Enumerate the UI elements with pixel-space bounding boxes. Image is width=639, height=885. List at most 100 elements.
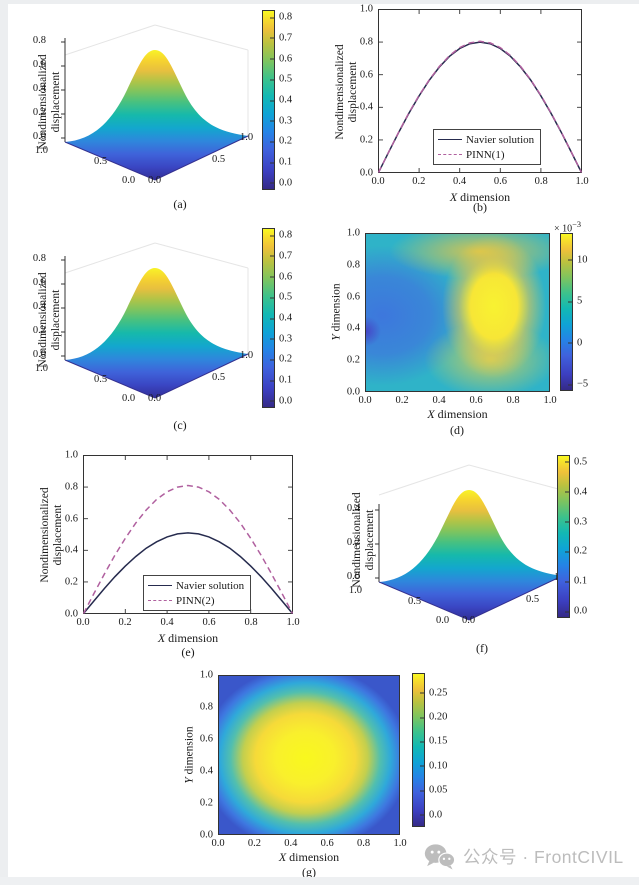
colorbar-tick-label: 0.5: [564, 456, 588, 468]
y-tick-label: 1.0: [64, 449, 78, 461]
y-tick-label: 0.4: [359, 101, 373, 113]
figure-g: Y dimension 0.0 0.2 0.4 0.6 0.8 1.0 0.0 0.2 0.4…: [150, 665, 500, 885]
colorbar-tick-label: 0.15: [419, 735, 448, 747]
y-tick-label: 0.8: [346, 259, 360, 271]
y-axis-tick-label: 0.0: [436, 615, 450, 626]
y-tick-label: 0.2: [199, 797, 213, 809]
y-tick-label: 0.4: [199, 765, 213, 777]
z-tick-label: 0.6: [32, 59, 46, 70]
y-axis-tick-label: 0.5: [94, 374, 108, 385]
x-axis-label: X dimension: [378, 190, 582, 205]
colorbar-tick-label: 0.2: [564, 545, 588, 557]
x-tick-label: 0.0: [211, 838, 225, 849]
y-tick-labels: 0.0 0.2 0.4 0.6 0.8 1.0: [183, 670, 213, 841]
y-axis-tick-label: 1.0: [34, 363, 48, 374]
line-chart: [378, 9, 582, 173]
y-tick-label: 0.2: [64, 576, 78, 588]
x-tick-label: 0.2: [412, 176, 426, 187]
series-pinn-1-: [378, 40, 582, 173]
legend-item: Navier solution: [148, 578, 244, 593]
colorbar-tick-label: 0.1: [269, 156, 293, 168]
y-tick-label: 0.6: [346, 291, 360, 303]
legend-label: Navier solution: [176, 579, 245, 592]
legend-line-solid: [148, 585, 172, 586]
z-tick-label: 0.2: [346, 537, 360, 548]
colorbar-tick-label: 0.4: [269, 94, 293, 106]
legend-item: PINN(2): [148, 593, 244, 608]
colorbar-tick-label: 0.05: [419, 784, 448, 796]
z-tick-label: 0.0: [32, 131, 46, 142]
colorbar-tick-label: 0.0: [269, 395, 293, 407]
colorbar-tick-label: 0: [567, 337, 583, 349]
y-axis-tick-label: 0.0: [122, 393, 136, 404]
z-tick-label: 0.8: [32, 35, 46, 46]
figure-a: Nondimensionalized displacement 0.8 0.6 …: [10, 6, 315, 220]
legend: Navier solution PINN(1): [433, 129, 542, 165]
colorbar-multiplier: × 10−3: [554, 220, 581, 234]
x-tick-labels: 0.0 0.2 0.4 0.6 0.8 1.0: [358, 395, 556, 409]
z-tick-label: 0.2: [32, 107, 46, 118]
x-tick-label: 0.0: [76, 617, 90, 628]
colorbar-tick-label: 0.6: [269, 53, 293, 65]
y-tick-label: 0.0: [359, 167, 373, 179]
colorbar-gradient: [412, 673, 425, 827]
z-tick-label: 0.6: [32, 277, 46, 288]
y-tick-label: 0.6: [64, 513, 78, 525]
y-tick-labels: 0.0 0.2 0.4 0.6 0.8 1.0: [343, 4, 373, 179]
colorbar-tick-label: 0.25: [419, 687, 448, 699]
colorbar-tick-label: 0.2: [269, 353, 293, 365]
legend-item: PINN(1): [438, 147, 534, 162]
x-axis-label: X dimension: [218, 850, 400, 865]
colorbar-tick-label: 0.3: [269, 333, 293, 345]
colorbar-tick-label: −5: [567, 378, 589, 390]
colorbar-ticks: 0.0 0.1 0.2 0.3 0.4 0.5: [564, 455, 608, 618]
colorbar-tick-label: 0.3: [564, 516, 588, 528]
colorbar-tick-label: 0.2: [269, 135, 293, 147]
y-axis-tick-label: 0.0: [122, 175, 136, 186]
x-axis-word: dimension: [434, 407, 488, 421]
colorbar-ticks: 0.0 0.1 0.2 0.3 0.4 0.5 0.6 0.7 0.8: [269, 228, 313, 408]
legend-label: PINN(1): [466, 148, 505, 161]
colorbar-tick-label: 0.0: [269, 177, 293, 189]
x-axis-var: X: [157, 631, 166, 645]
x-axis-word: dimension: [165, 631, 219, 645]
subfigure-caption: (b): [473, 200, 487, 214]
y-tick-labels: 0.0 0.2 0.4 0.6 0.8 1.0: [48, 450, 78, 620]
x-tick-label: 0.4: [432, 395, 446, 406]
x-axis-word: dimension: [457, 190, 511, 204]
x-axis-tick-label: 0.0: [148, 175, 162, 186]
z-tick-label: 0.4: [32, 301, 46, 312]
z-tick-label: 0.0: [346, 571, 360, 582]
x-tick-label: 0.0: [371, 176, 385, 187]
colorbar-tick-label: 0.0: [564, 605, 588, 617]
y-tick-label: 0.6: [199, 733, 213, 745]
x-tick-labels: 0.0 0.2 0.4 0.6 0.8 1.0: [371, 176, 588, 190]
x-tick-labels: 0.0 0.2 0.4 0.6 0.8 1.0: [76, 617, 299, 631]
x-tick-label: 0.8: [244, 617, 258, 628]
legend-line-dashed: [148, 600, 172, 601]
figure-c: Nondimensionalized displacement 0.8 0.6 …: [10, 224, 315, 438]
colorbar-tick-label: 0.1: [564, 575, 588, 587]
x-axis-label: X dimension: [83, 631, 293, 646]
surface-plot: [61, 242, 249, 399]
legend-item: Navier solution: [438, 132, 534, 147]
z-tick-label: 0.0: [32, 349, 46, 360]
colorbar: 0.0 0.1 0.2 0.3 0.4 0.5 0.6 0.7 0.8: [262, 10, 312, 190]
figure-e: Nondimensionalized displacement 0.0 0.2 0.…: [30, 445, 330, 665]
x-axis-var: X: [427, 407, 435, 421]
colorbar-mult-base: × 10: [554, 223, 573, 235]
x-axis-var: X: [278, 850, 287, 864]
colorbar-tick-label: 10: [568, 254, 588, 266]
x-tick-label: 0.4: [284, 838, 298, 849]
z-tick-label: 0.8: [32, 253, 46, 264]
colorbar-tick-label: 0.8: [269, 229, 293, 241]
x-tick-label: 0.6: [320, 838, 334, 849]
figure-d: Y dimension 0.0 0.2 0.4 0.6 0.8 1.0 0.0 0.2 0.4…: [320, 220, 639, 438]
x-tick-label: 0.8: [506, 395, 520, 406]
wechat-icon: [424, 844, 455, 870]
surface-plot: [61, 24, 249, 181]
x-axis-tick-label: 0.0: [462, 615, 476, 626]
x-axis-var: X: [449, 190, 458, 204]
legend: Navier solution PINN(2): [143, 575, 252, 611]
